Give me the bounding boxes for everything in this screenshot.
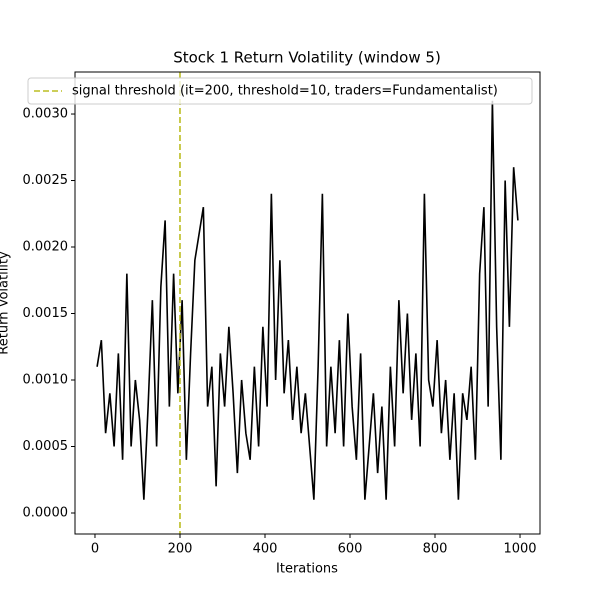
legend-box	[27, 77, 533, 105]
y-tick-label: 0.0005	[23, 439, 69, 454]
y-tick-label: 0.0000	[23, 505, 69, 520]
y-tick-label: 0.0010	[23, 373, 69, 388]
x-axis-label: Iterations	[276, 562, 338, 577]
plot-frame	[74, 71, 541, 535]
legend-label: signal threshold (it=200, threshold=10, …	[72, 84, 498, 99]
x-tick-label: 1000	[503, 542, 536, 557]
data-line	[96, 100, 519, 500]
y-tick-label: 0.0015	[23, 306, 69, 321]
x-tick-label: 200	[168, 542, 193, 557]
y-axis-label: Return Volatility	[0, 251, 12, 355]
x-tick-label: 600	[338, 542, 363, 557]
y-tick-label: 0.0025	[23, 173, 69, 188]
y-tick-label: 0.0020	[23, 240, 69, 255]
y-tick-label: 0.0030	[23, 107, 69, 122]
x-tick-label: 800	[423, 542, 448, 557]
x-tick-label: 400	[253, 542, 278, 557]
chart-title: Stock 1 Return Volatility (window 5)	[173, 49, 441, 67]
x-tick-label: 0	[91, 542, 99, 557]
